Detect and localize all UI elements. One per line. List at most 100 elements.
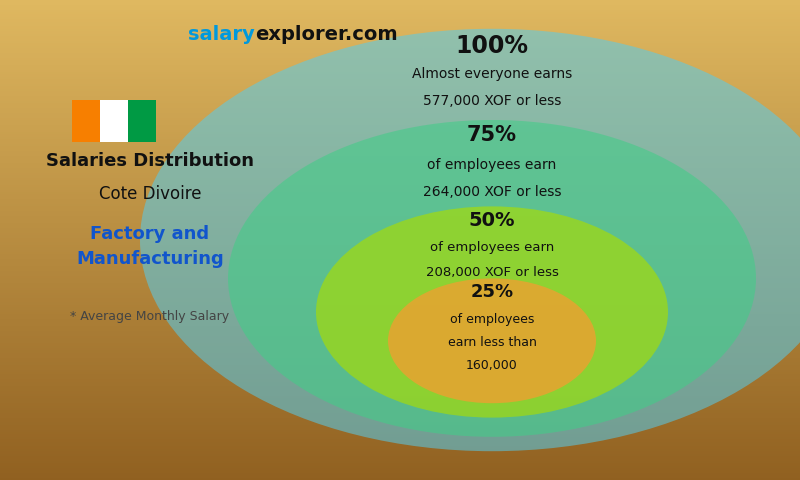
Bar	[0, 74, 800, 77]
Text: 264,000 XOF or less: 264,000 XOF or less	[422, 185, 562, 199]
Bar	[0, 134, 800, 137]
Bar	[0, 317, 800, 319]
Bar	[0, 12, 800, 14]
Bar	[0, 418, 800, 420]
Bar	[0, 62, 800, 65]
Bar	[0, 367, 800, 370]
Bar	[0, 396, 800, 398]
Bar	[0, 132, 800, 134]
Bar	[0, 125, 800, 127]
Bar	[0, 178, 800, 180]
Bar	[0, 343, 800, 346]
Bar	[0, 10, 800, 12]
Bar	[0, 269, 800, 271]
Text: of employees earn: of employees earn	[427, 158, 557, 172]
Bar	[0, 55, 800, 58]
Bar	[0, 338, 800, 341]
Bar	[0, 389, 800, 391]
Bar	[0, 250, 800, 252]
Bar	[0, 408, 800, 410]
Bar	[0, 247, 800, 250]
Bar	[0, 461, 800, 463]
Bar	[0, 245, 800, 247]
Bar	[0, 271, 800, 274]
Text: Salaries Distribution: Salaries Distribution	[46, 152, 254, 170]
Bar	[0, 278, 800, 281]
Bar	[0, 166, 800, 168]
Bar	[0, 312, 800, 314]
Text: Cote Divoire: Cote Divoire	[98, 185, 202, 203]
Text: 75%: 75%	[467, 125, 517, 145]
Bar	[0, 442, 800, 444]
Bar	[0, 89, 800, 91]
Bar	[0, 218, 800, 221]
Bar	[0, 274, 800, 276]
Bar	[0, 377, 800, 379]
Bar	[0, 175, 800, 178]
Bar	[0, 348, 800, 350]
Bar	[0, 398, 800, 401]
Bar	[0, 286, 800, 288]
Bar	[0, 161, 800, 163]
Bar	[0, 106, 800, 108]
Bar	[0, 434, 800, 437]
Bar	[0, 466, 800, 468]
Bar	[0, 24, 800, 26]
Bar	[0, 48, 800, 50]
Bar	[0, 84, 800, 86]
Bar	[0, 110, 800, 113]
Bar	[0, 266, 800, 269]
Bar	[0, 326, 800, 329]
Bar	[0, 65, 800, 67]
Bar	[0, 415, 800, 418]
Bar	[0, 362, 800, 365]
Bar	[0, 228, 800, 230]
Bar	[0, 427, 800, 430]
Bar	[0, 180, 800, 182]
Text: 160,000: 160,000	[466, 360, 518, 372]
Bar	[0, 386, 800, 389]
Text: Almost everyone earns: Almost everyone earns	[412, 67, 572, 81]
Bar	[0, 149, 800, 151]
Bar	[0, 173, 800, 175]
Bar	[0, 50, 800, 53]
Bar	[0, 281, 800, 283]
Ellipse shape	[140, 29, 800, 451]
Text: 208,000 XOF or less: 208,000 XOF or less	[426, 266, 558, 279]
Bar	[0, 154, 800, 156]
Bar	[0, 142, 800, 144]
Bar	[0, 470, 800, 473]
Bar	[0, 425, 800, 427]
Bar	[0, 264, 800, 266]
Text: salary: salary	[188, 25, 255, 44]
Bar	[0, 34, 800, 36]
Bar	[0, 305, 800, 307]
Bar	[0, 202, 800, 204]
Bar	[0, 310, 800, 312]
Text: Factory and
Manufacturing: Factory and Manufacturing	[76, 225, 224, 268]
Bar	[0, 146, 800, 149]
Bar	[0, 190, 800, 192]
Bar	[0, 293, 800, 295]
Bar	[0, 334, 800, 336]
Bar	[0, 2, 800, 5]
Bar	[0, 108, 800, 110]
Bar	[0, 197, 800, 199]
Bar	[0, 403, 800, 406]
Bar	[0, 276, 800, 278]
Bar	[0, 262, 800, 264]
Bar	[0, 355, 800, 358]
Bar	[0, 314, 800, 317]
Bar	[0, 139, 800, 142]
Bar	[0, 158, 800, 161]
Bar	[0, 329, 800, 331]
Bar	[0, 98, 800, 101]
Bar	[0, 406, 800, 408]
Bar	[0, 101, 800, 103]
Bar	[0, 401, 800, 403]
Bar	[0, 288, 800, 290]
Bar	[0, 422, 800, 425]
Bar	[0, 41, 800, 43]
Bar	[0, 46, 800, 48]
Bar	[0, 36, 800, 38]
